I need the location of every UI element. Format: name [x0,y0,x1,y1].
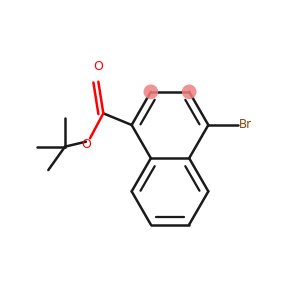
Circle shape [143,85,158,99]
Text: Br: Br [239,118,253,131]
Text: O: O [93,60,103,73]
Circle shape [182,85,196,99]
Text: O: O [81,138,91,151]
